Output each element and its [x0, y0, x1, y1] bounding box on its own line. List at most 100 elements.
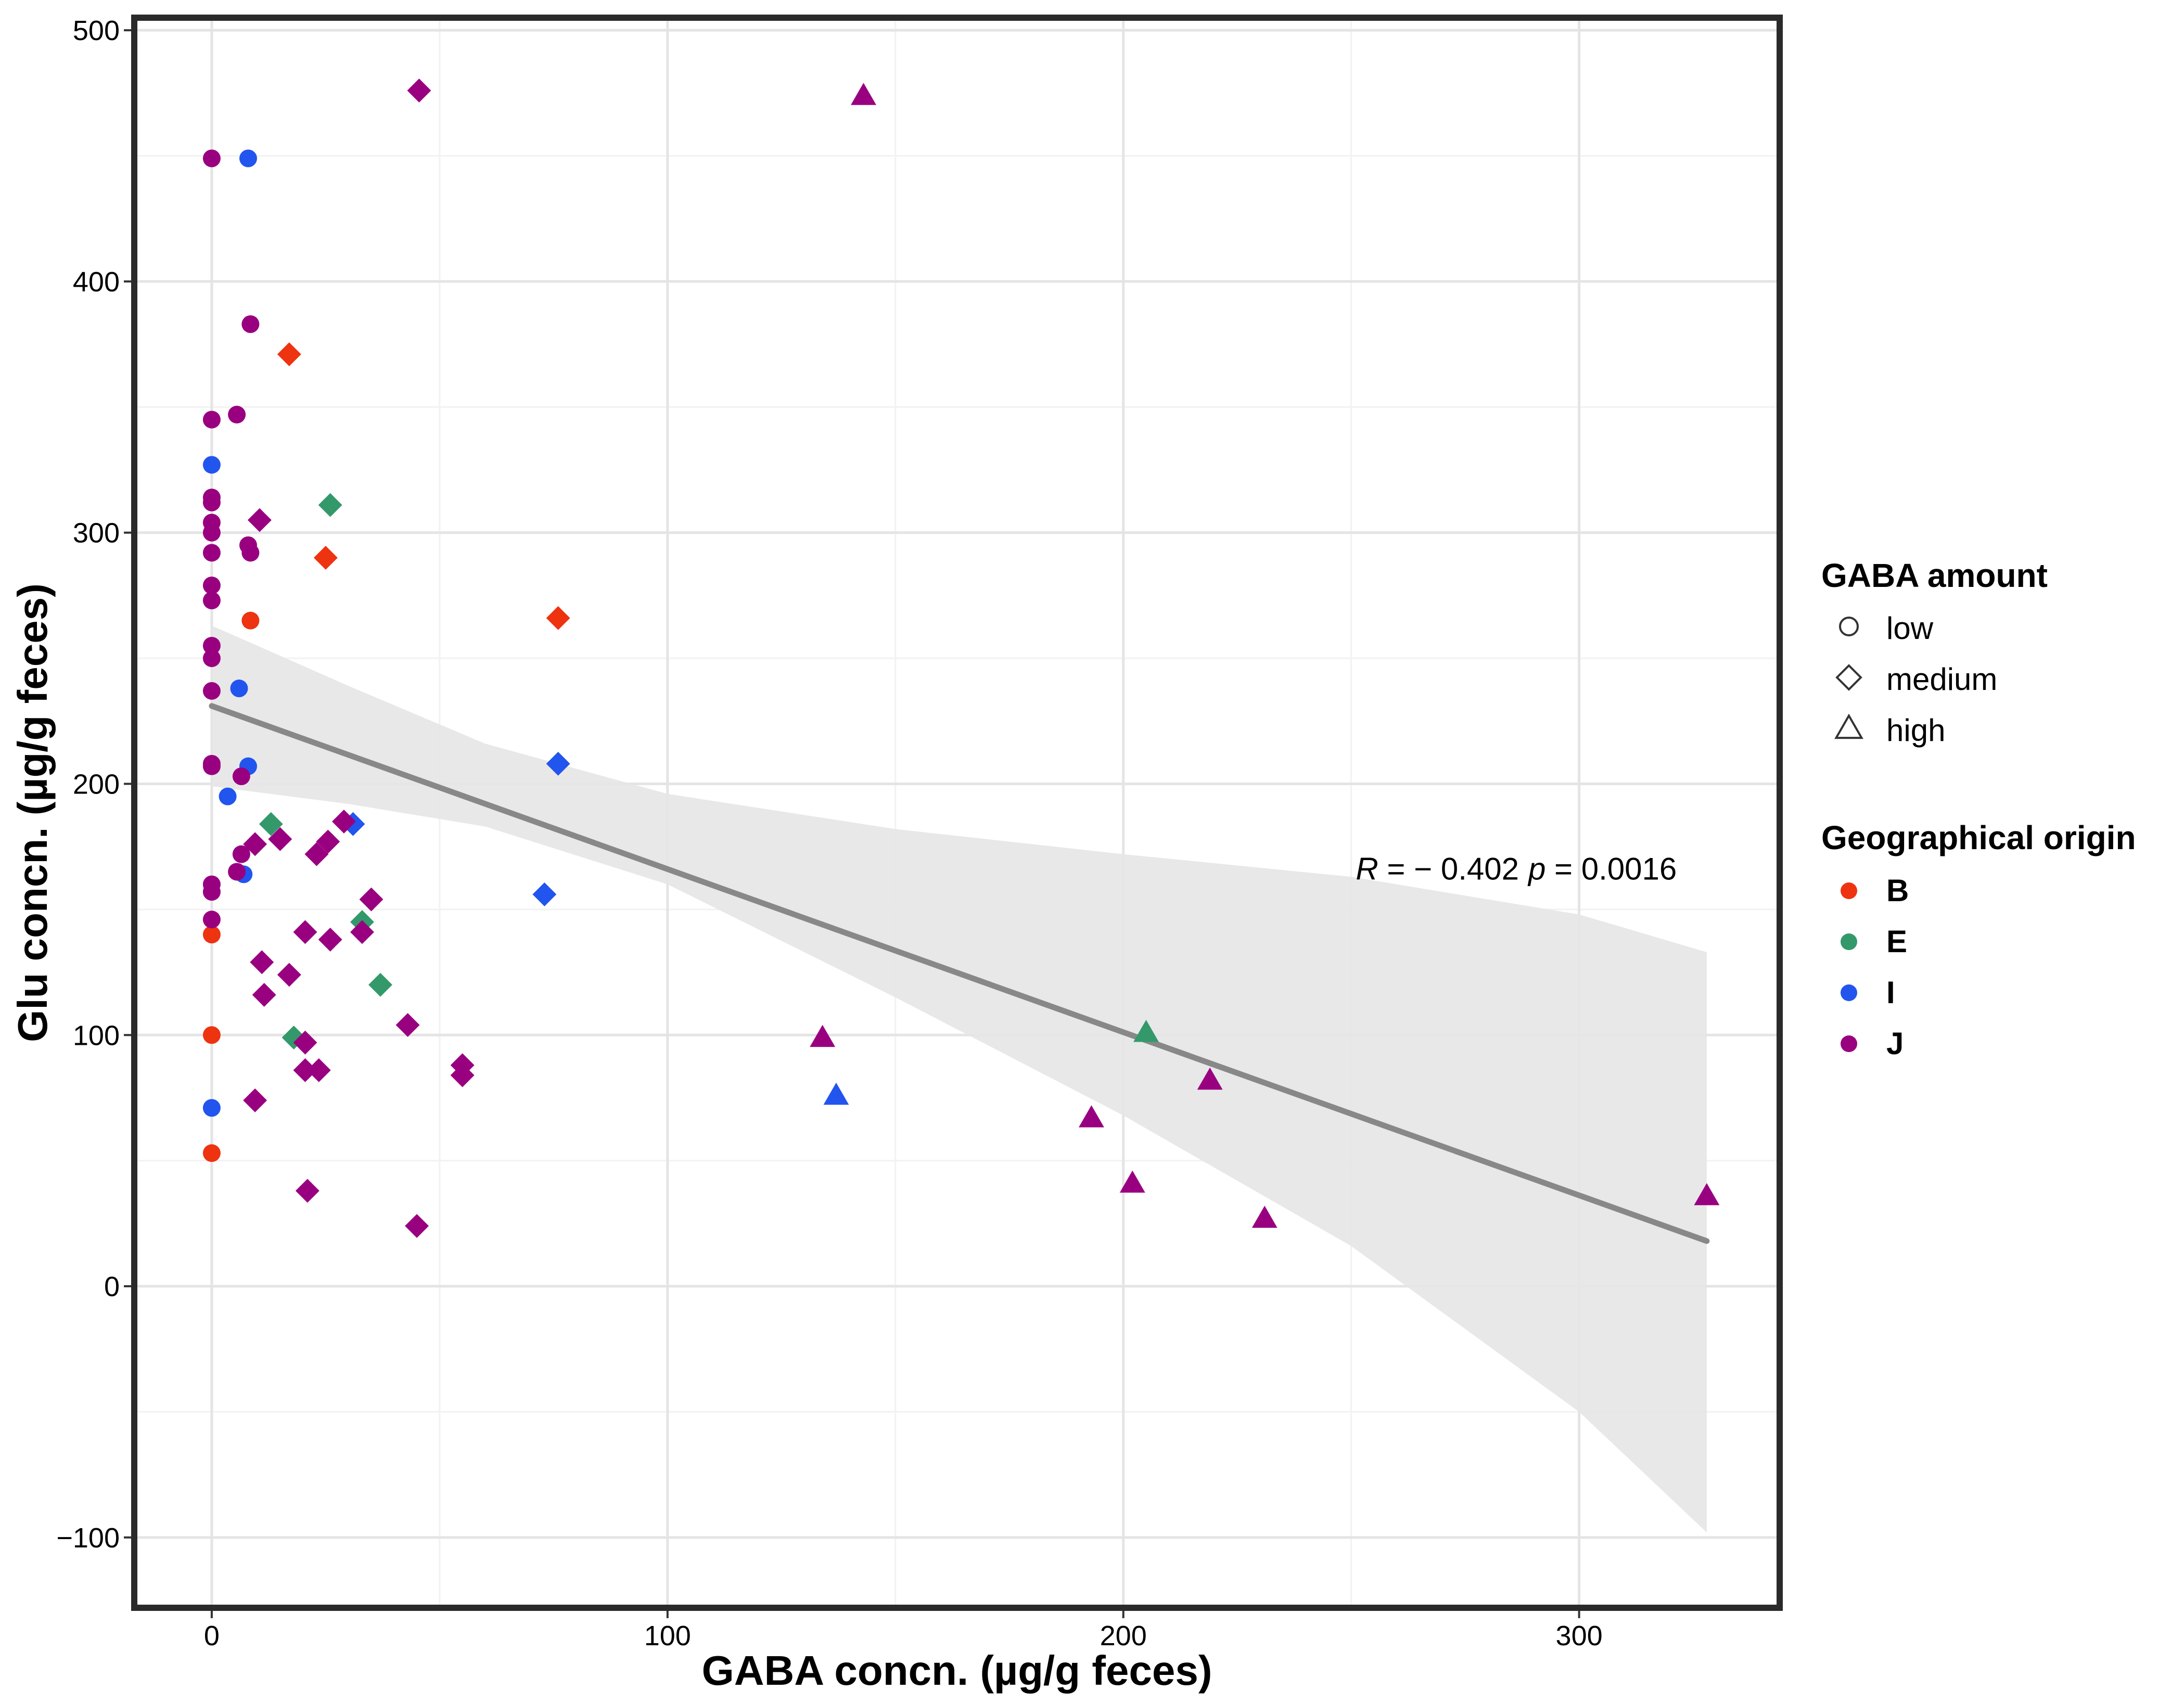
data-point-e: [259, 812, 283, 836]
data-point-j: [359, 887, 384, 912]
x-tick-label: 300: [1556, 1620, 1603, 1651]
data-point-j: [202, 493, 221, 511]
plot-panel-border: [131, 15, 1783, 1611]
data-point-j: [407, 79, 431, 103]
legend-key-b: [1841, 882, 1857, 899]
data-point-j: [232, 767, 250, 785]
data-point-j: [202, 636, 221, 655]
y-tick-label: 100: [73, 1020, 120, 1051]
annotation-p-value: = 0.0016: [1546, 852, 1677, 887]
legend-key-high: [1834, 713, 1863, 739]
data-point-j: [202, 682, 221, 700]
data-point-j: [331, 809, 356, 834]
data-point-e: [1133, 1019, 1159, 1042]
data-point-i: [230, 680, 248, 698]
x-tick-label: 0: [204, 1620, 220, 1651]
data-point-j: [243, 1088, 267, 1112]
data-point-j: [306, 1058, 331, 1082]
data-points: [202, 79, 1720, 1238]
y-tick-label: 400: [73, 266, 120, 298]
data-point-j: [1694, 1183, 1720, 1206]
data-point-j: [202, 577, 221, 595]
data-point-j: [247, 508, 272, 532]
data-point-j: [268, 827, 292, 851]
data-point-j: [1251, 1206, 1278, 1228]
data-point-j: [293, 920, 317, 944]
data-point-j: [202, 883, 221, 901]
data-point-j: [202, 544, 221, 562]
legend-key-e: [1841, 933, 1857, 950]
y-tick-label: 200: [73, 769, 120, 800]
data-point-j: [405, 1214, 429, 1238]
legend-key-medium: [1835, 664, 1862, 691]
y-tick-label: 300: [73, 518, 120, 549]
legend-label-e: E: [1886, 924, 1907, 959]
data-point-b: [202, 1026, 221, 1044]
data-point-j: [228, 405, 246, 424]
data-point-e: [368, 972, 392, 997]
data-point-j: [202, 592, 221, 610]
data-point-j: [202, 911, 221, 929]
data-point-j: [252, 983, 276, 1007]
data-point-i: [202, 1099, 221, 1117]
data-point-j: [202, 411, 221, 429]
data-point-j: [318, 927, 342, 952]
x-tick-label: 200: [1100, 1620, 1147, 1651]
y-tick-label: 500: [73, 15, 120, 46]
annotation-r-value: = − 0.402: [1378, 852, 1519, 887]
x-axis-title: GABA concn. (µg/g feces): [701, 1647, 1212, 1694]
data-point-j: [1078, 1105, 1104, 1128]
data-point-j: [202, 757, 221, 775]
data-point-j: [250, 950, 274, 975]
data-point-e: [318, 493, 342, 517]
legend-key-j: [1841, 1035, 1857, 1052]
legend-label-i: I: [1886, 975, 1895, 1010]
data-point-j: [316, 829, 340, 854]
data-point-j: [293, 1058, 317, 1082]
annotation-r-label: R: [1356, 852, 1378, 887]
data-point-j: [810, 1025, 836, 1047]
data-point-j: [395, 1013, 420, 1037]
legend-label-medium: medium: [1886, 662, 1997, 697]
data-point-j: [228, 863, 246, 881]
data-point-j: [450, 1063, 475, 1087]
legend-label-j: J: [1886, 1026, 1904, 1061]
data-point-j: [202, 649, 221, 668]
x-axis-ticks: 0 100 200 300: [204, 1611, 1603, 1651]
data-point-b: [241, 611, 260, 630]
data-point-j: [232, 845, 250, 863]
y-axis-title: Glu concn. (µg/g feces): [9, 583, 56, 1042]
y-axis-ticks: −100 0 100 200 300 400 500: [56, 15, 131, 1554]
data-point-i: [239, 149, 257, 168]
data-point-b: [277, 342, 301, 366]
data-point-j: [304, 842, 329, 866]
regression-line: [209, 703, 1710, 1244]
data-point-i: [202, 456, 221, 474]
data-point-i: [532, 882, 557, 906]
data-point-j: [277, 963, 301, 987]
data-point-b: [313, 546, 338, 570]
data-point-b: [202, 926, 221, 944]
x-tick-label: 100: [644, 1620, 691, 1651]
data-point-j: [241, 544, 260, 562]
data-point-j: [1197, 1067, 1223, 1090]
annotation-p-label: p: [1527, 852, 1546, 887]
data-point-j: [293, 1030, 317, 1055]
legend-label-b: B: [1886, 873, 1909, 908]
data-point-b: [546, 606, 570, 630]
data-point-j: [202, 149, 221, 168]
y-tick-label: 0: [104, 1271, 120, 1302]
data-point-i: [546, 751, 570, 776]
data-point-b: [202, 1144, 221, 1162]
data-point-j: [1119, 1170, 1145, 1193]
y-tick-label: −100: [56, 1522, 120, 1554]
confidence-band: [211, 625, 1707, 1533]
data-point-j: [350, 920, 374, 944]
data-point-i: [823, 1082, 849, 1105]
legend-gaba-amount: GABA amount low medium high: [1821, 557, 2048, 748]
legend-key-low: [1839, 617, 1859, 636]
data-point-j: [241, 315, 260, 333]
correlation-annotation: R = − 0.402 p = 0.0016: [1356, 852, 1677, 887]
